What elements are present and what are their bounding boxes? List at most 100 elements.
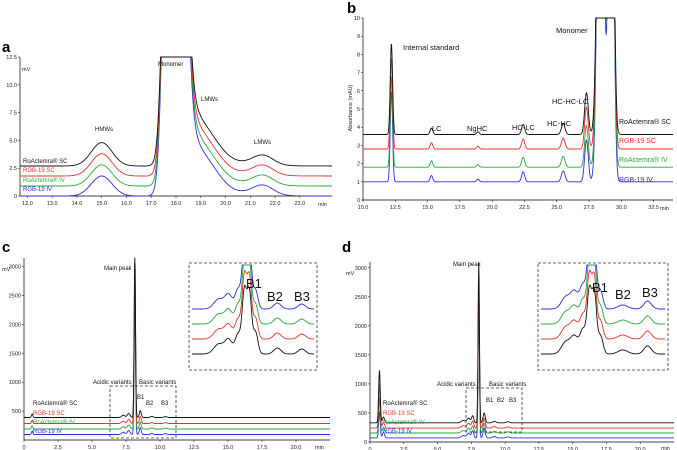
x-tick-label-c: 10.0 (155, 445, 166, 450)
legend-b-roactemra-iv: RoActemra® IV (619, 156, 668, 164)
legend-c-rgb19-sc: RGB-19 SC (33, 411, 65, 417)
inset-box-d (537, 262, 669, 371)
x-tick-label-d: 7.5 (468, 447, 476, 450)
x-tick-label-c: 15.0 (223, 445, 234, 450)
x-tick-label-a: 21.0 (245, 201, 256, 207)
x-tick-label-b: 10.0 (358, 205, 369, 211)
x-tick-label-a: 19.0 (195, 201, 206, 207)
x-tick-label-a: 15.0 (96, 201, 107, 207)
y-tick-label-b: 4 (357, 125, 360, 131)
legend-d-rgb19-sc: RGB-19 SC (383, 411, 415, 417)
x-tick-label-b: 27.5 (584, 205, 595, 211)
x-tick-label-d: 0 (368, 447, 371, 450)
inset-d-b2: B2 (615, 287, 631, 302)
legend-b-roactemra-sc: RoActemra® SC (619, 118, 671, 126)
x-tick-label-a: 20.0 (220, 201, 231, 207)
series-line-c-2 (23, 278, 331, 430)
y-tick-label-c: 3000 (9, 265, 21, 271)
panel-c: c mV min 0 2.5 5.0 7.5 10.0 12.5 15.0 17.5 20.0 5… (2, 239, 331, 450)
x-tick-label-b: 12.5 (390, 205, 401, 211)
x-tick-label-c: 0 (22, 445, 25, 450)
ann-c-basic: Basic variants (139, 380, 176, 386)
series-line-a-0 (19, 56, 333, 167)
x-tick-label-a: 22.0 (270, 201, 281, 207)
x-tick-label-a: 13.0 (47, 201, 58, 207)
panel-label-d: d (342, 239, 351, 256)
legend-a-roactemra-iv: RoActemra® IV (23, 177, 65, 184)
x-tick-label-b: 17.5 (455, 205, 466, 211)
x-tick-label-c: 20.0 (291, 445, 302, 450)
y-axis-label-a: mV (22, 67, 31, 73)
x-axis-label-a: min (318, 202, 327, 208)
x-tick-label-a: 17.0 (146, 201, 157, 207)
ann-a-monomer: Monomer (158, 62, 183, 68)
ann-d-b1: B1 (486, 398, 494, 404)
y-tick-label-d: 1000 (355, 382, 367, 388)
inset-line-c-2 (191, 264, 315, 325)
x-tick-label-c: 17.5 (257, 445, 268, 450)
ticks-d: 0 2.5 5.0 7.5 10.0 12.5 15.0 17.5 20.0 0 500 1000 15… (355, 266, 646, 450)
inset-traces-d (540, 264, 666, 355)
traces-a (19, 56, 333, 197)
x-tick-label-b: 15.0 (422, 205, 433, 211)
region-box-d (465, 387, 523, 433)
panel-label-c: c (2, 239, 10, 256)
y-tick-label-a: 0 (14, 194, 17, 200)
y-axis-label-b: Absorbance (mAU) (348, 84, 354, 131)
series-line-b-0 (362, 17, 674, 135)
x-tick-label-a: 14.0 (72, 201, 83, 207)
series-line-a-2 (19, 56, 333, 187)
ticks-a: 12.0 13.0 14.0 15.0 16.0 17.0 18.0 19.0 20.0 21.0… (6, 55, 305, 207)
inset-line-c-3 (191, 264, 315, 310)
x-tick-label-a: 23.0 (294, 201, 305, 207)
y-tick-label-c: 2500 (9, 294, 21, 300)
series-line-d-3 (369, 298, 675, 439)
y-axis-label-d: mV (346, 271, 355, 277)
ann-b-hc-lc: HC-LC (512, 123, 536, 132)
y-tick-label-d: 1500 (355, 353, 367, 359)
y-tick-label-b: 8 (357, 52, 360, 58)
y-tick-label-b: 2 (357, 162, 360, 168)
series-line-d-2 (369, 286, 675, 434)
x-tick-label-b: 20.0 (487, 205, 498, 211)
inset-line-c-1 (191, 269, 315, 340)
y-tick-label-a: 2.5 (9, 166, 17, 172)
y-tick-label-b: 1 (357, 180, 360, 186)
y-tick-label-b: 0 (357, 198, 360, 204)
y-tick-label-b: 6 (357, 89, 360, 95)
region-box-c (109, 385, 177, 439)
panel-b: b Absorbance (mAU) min 10.0 12.5 15.0 17.5 2… (347, 0, 674, 212)
y-tick-label-b: 10 (354, 16, 360, 22)
ann-b-nghc: NgHC (467, 124, 488, 133)
series-line-b-3 (362, 17, 674, 183)
inset-traces-c (191, 264, 315, 355)
ann-b-internal-standard: Internal standard (403, 43, 459, 52)
y-tick-label-d: 2500 (355, 295, 367, 301)
x-tick-label-c: 5.0 (88, 445, 96, 450)
ticks-c: 0 2.5 5.0 7.5 10.0 12.5 15.0 17.5 20.0 500 1000 150… (9, 265, 302, 450)
x-tick-label-a: 16.0 (121, 201, 132, 207)
x-tick-label-b: 25.0 (551, 205, 562, 211)
series-line-c-1 (23, 264, 331, 424)
y-tick-label-c: 500 (12, 409, 21, 415)
inset-c-b2: B2 (267, 289, 283, 304)
inset-d-b3: B3 (642, 285, 658, 300)
y-tick-label-d: 2000 (355, 324, 367, 330)
legend-a-rgb19-iv: RGB-19 IV (23, 187, 52, 193)
legend-b-rgb19-sc: RGB-19 SC (619, 138, 656, 145)
legend-c-rgb19-iv: RGB-19 IV (33, 429, 62, 435)
ann-d-b2: B2 (497, 398, 505, 404)
inset-c-b1: B1 (246, 276, 262, 291)
y-axis-label-c: mV (2, 267, 11, 273)
ann-c-b1: B1 (137, 395, 145, 401)
ann-c-acidic: Acidic variants (93, 380, 132, 386)
ann-b-hc-hc-lc: HC-HC-LC (552, 97, 589, 106)
ann-a-lmws-1: LMWs (201, 97, 218, 103)
x-tick-label-c: 7.5 (122, 445, 130, 450)
inset-c-b3: B3 (294, 289, 310, 304)
x-tick-label-d: 2.5 (400, 447, 408, 450)
inset-line-d-0 (540, 284, 666, 355)
traces-c (23, 257, 331, 435)
y-tick-label-a: 10.0 (6, 83, 17, 89)
